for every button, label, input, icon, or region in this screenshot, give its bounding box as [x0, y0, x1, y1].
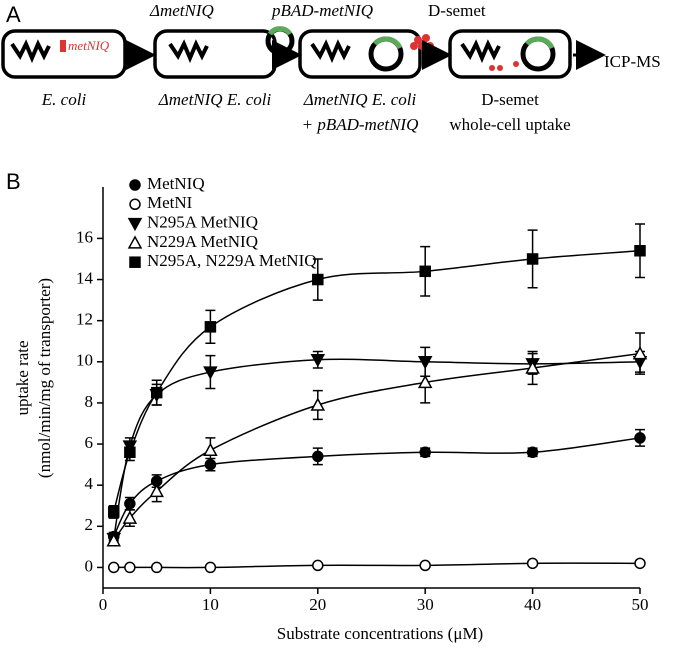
cell-label: + pBAD-metNIQ [302, 115, 419, 134]
x-tick-label: 30 [417, 595, 434, 614]
cell-label: E. coli [41, 90, 87, 109]
point [203, 442, 218, 456]
point [634, 244, 646, 257]
point [150, 386, 163, 399]
y-axis-label: (nmol/min/mg of transporter) [35, 278, 54, 478]
point [124, 497, 136, 510]
point [634, 432, 646, 444]
y-tick-label: 6 [85, 433, 94, 452]
point [312, 559, 324, 572]
point [419, 265, 431, 278]
point [525, 360, 540, 374]
x-tick-label: 40 [524, 595, 541, 614]
y-tick-label: 2 [85, 515, 94, 534]
point [632, 346, 648, 360]
y-tick-label: 14 [76, 268, 94, 287]
y-tick-label: 0 [85, 556, 94, 575]
legend-marker [127, 235, 143, 249]
point [419, 559, 431, 572]
cell [1, 29, 127, 79]
step-label: D-semet [428, 1, 486, 20]
point [312, 450, 324, 463]
point [526, 557, 539, 570]
point [526, 253, 539, 265]
legend-marker [129, 256, 141, 268]
point [107, 506, 120, 518]
cell-label: D-semet [481, 90, 539, 109]
point [417, 374, 433, 389]
curve [113, 250, 641, 513]
curve [113, 562, 641, 569]
step-label: pBAD-metNIQ [271, 1, 373, 20]
point [149, 483, 164, 498]
y-tick-label: 16 [76, 227, 93, 246]
point [124, 446, 136, 459]
legend-label: N229A MetNIQ [147, 232, 258, 251]
x-tick-label: 10 [202, 595, 219, 614]
point [310, 397, 326, 411]
curve [113, 437, 641, 537]
y-tick-label: 12 [76, 310, 93, 329]
y-tick-label: 8 [85, 392, 94, 411]
step-label: ΔmetNIQ [149, 1, 214, 20]
cell-label: whole-cell uptake [449, 115, 570, 134]
legend-marker [129, 198, 141, 211]
cell [153, 29, 277, 79]
point [107, 561, 120, 574]
point [204, 561, 217, 574]
x-tick-label: 50 [632, 595, 649, 614]
legend-marker [129, 179, 141, 191]
chromosome [10, 39, 501, 64]
point [312, 273, 324, 286]
legend-label: MetNI [147, 193, 193, 212]
point [526, 446, 539, 459]
y-tick-label: 10 [76, 351, 93, 370]
legend-marker [127, 217, 143, 232]
y-tick-label: 4 [85, 474, 94, 493]
x-tick-label: 20 [309, 595, 326, 614]
point [634, 557, 646, 570]
panel-a: A ΔmetNIQ pBAD-metNIQ D-semet metNIQ [1, 1, 661, 134]
point [150, 561, 163, 574]
point [106, 533, 122, 547]
point [203, 366, 218, 380]
gene-block [60, 40, 66, 52]
point [122, 510, 138, 524]
point [204, 321, 217, 333]
y-axis-label: uptake rate [13, 340, 32, 415]
cell-label: ΔmetNIQ E. coli [303, 90, 417, 109]
panel-label: B [6, 169, 21, 194]
point [419, 446, 431, 459]
gene-label: metNIQ [68, 38, 110, 53]
point [124, 561, 136, 574]
x-tick-label: 0 [99, 595, 108, 614]
cell-label: ΔmetNIQ E. coli [158, 90, 272, 109]
x-axis-label: Substrate concentrations (μM) [277, 624, 483, 643]
output-label: ICP-MS [604, 52, 661, 71]
point [310, 353, 326, 368]
legend-label: N295A MetNIQ [147, 213, 258, 232]
panel-label: A [6, 2, 21, 27]
plasmid [265, 26, 556, 72]
curve [113, 352, 641, 542]
semet-dots [410, 34, 519, 71]
legend-label: N295A, N229A MetNIQ [147, 251, 317, 270]
legend-label: MetNIQ [147, 174, 205, 193]
